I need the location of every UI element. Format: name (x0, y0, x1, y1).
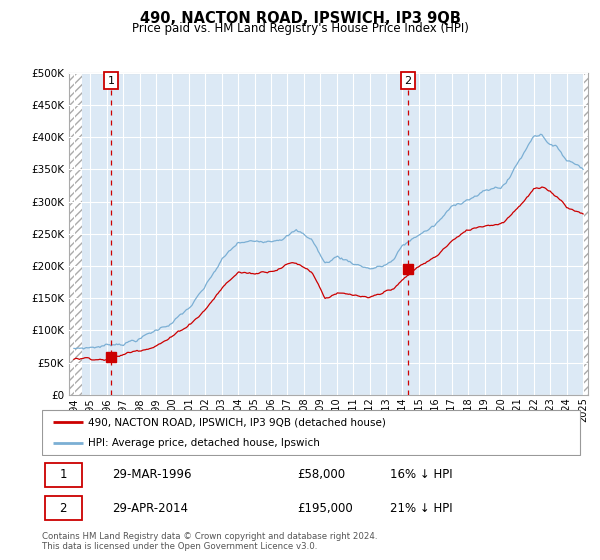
Text: 490, NACTON ROAD, IPSWICH, IP3 9QB: 490, NACTON ROAD, IPSWICH, IP3 9QB (140, 11, 460, 26)
FancyBboxPatch shape (45, 496, 82, 520)
Text: £195,000: £195,000 (297, 502, 353, 515)
Text: HPI: Average price, detached house, Ipswich: HPI: Average price, detached house, Ipsw… (88, 438, 320, 448)
Text: 1: 1 (59, 468, 67, 481)
Text: 2: 2 (59, 502, 67, 515)
Text: 1: 1 (107, 76, 115, 86)
Text: 2: 2 (404, 76, 412, 86)
Text: Contains HM Land Registry data © Crown copyright and database right 2024.
This d: Contains HM Land Registry data © Crown c… (42, 532, 377, 552)
Text: 21% ↓ HPI: 21% ↓ HPI (389, 502, 452, 515)
Text: 490, NACTON ROAD, IPSWICH, IP3 9QB (detached house): 490, NACTON ROAD, IPSWICH, IP3 9QB (deta… (88, 417, 386, 427)
Text: 29-APR-2014: 29-APR-2014 (113, 502, 188, 515)
Text: Price paid vs. HM Land Registry's House Price Index (HPI): Price paid vs. HM Land Registry's House … (131, 22, 469, 35)
Bar (583, 73, 588, 395)
Bar (69, 73, 82, 395)
FancyBboxPatch shape (42, 410, 580, 455)
FancyBboxPatch shape (45, 463, 82, 487)
Text: 16% ↓ HPI: 16% ↓ HPI (389, 468, 452, 481)
Text: 29-MAR-1996: 29-MAR-1996 (113, 468, 192, 481)
Text: £58,000: £58,000 (297, 468, 346, 481)
